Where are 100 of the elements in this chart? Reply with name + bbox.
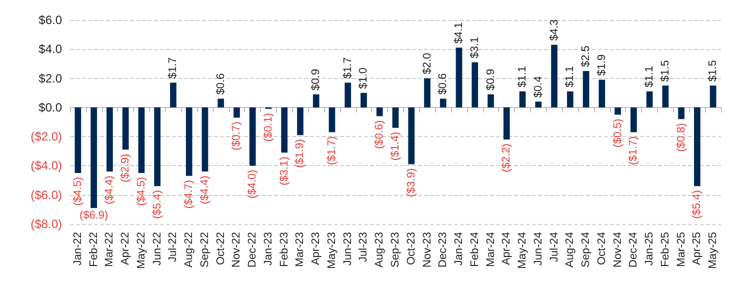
- bar: [488, 94, 494, 108]
- x-tick-label: Dec-23: [437, 232, 450, 268]
- bar: [566, 91, 574, 108]
- bar: [630, 107, 637, 132]
- y-tick-label: ($2.0): [30, 130, 62, 144]
- bar: [106, 107, 113, 172]
- bar: [234, 107, 240, 118]
- data-label: $3.1: [468, 36, 481, 58]
- bar: [328, 107, 336, 132]
- bar: [710, 86, 716, 108]
- x-tick-label: Sep-23: [390, 232, 402, 268]
- bar: [503, 107, 510, 140]
- data-label: $1.5: [707, 60, 720, 82]
- x-tick-label: Apr-23: [310, 232, 322, 266]
- bar: [202, 107, 208, 172]
- x-tick-label: Feb-23: [278, 232, 290, 267]
- x-tick-label: Mar-25: [675, 232, 688, 267]
- y-tick-label: $6.0: [38, 13, 62, 27]
- bar: [154, 107, 161, 186]
- data-label: ($0.6): [374, 120, 386, 149]
- bar: [614, 107, 621, 115]
- bar: [694, 107, 700, 186]
- bar: [424, 78, 430, 108]
- bar: [519, 91, 526, 108]
- bar: [122, 107, 129, 150]
- data-label: $1.7: [342, 57, 354, 79]
- bar: [249, 107, 256, 166]
- x-tick-label: Jan-24: [453, 232, 466, 266]
- bar: [344, 82, 352, 108]
- bar: [170, 82, 176, 108]
- y-tick-label: $4.0: [38, 42, 62, 56]
- data-label: $0.6: [437, 73, 450, 95]
- data-label: ($0.7): [230, 122, 243, 150]
- bar: [392, 107, 399, 128]
- data-label: $0.4: [532, 76, 544, 98]
- x-tick-label: Jul-22: [167, 232, 180, 262]
- data-label: ($0.1): [262, 112, 274, 142]
- data-label: $4.1: [453, 22, 466, 44]
- data-label: ($2.9): [120, 154, 132, 182]
- x-tick-label: Jun-22: [151, 232, 164, 266]
- data-label: ($4.5): [72, 177, 84, 206]
- x-tick-label: May-24: [516, 232, 529, 269]
- x-tick-label: Jun-23: [342, 232, 354, 266]
- bar: [440, 98, 446, 108]
- data-label: $0.9: [484, 68, 497, 90]
- bar: [218, 98, 224, 108]
- data-label: ($3.1): [278, 156, 290, 186]
- data-label: ($4.4): [198, 176, 211, 204]
- data-label: ($0.5): [612, 118, 624, 148]
- x-tick-label: Sep-24: [580, 232, 592, 268]
- bar: [582, 71, 590, 108]
- data-label: ($4.4): [104, 176, 116, 204]
- x-tick-label: Nov-23: [421, 232, 434, 268]
- bar: [376, 107, 383, 116]
- x-tick-label: Aug-24: [564, 232, 576, 268]
- y-tick-label: ($4.0): [30, 158, 62, 173]
- x-tick-label: Nov-24: [612, 232, 624, 268]
- x-tick-label: Aug-23: [374, 232, 386, 268]
- bar: [662, 86, 669, 108]
- data-label: ($1.7): [628, 136, 640, 165]
- y-tick-label: ($8.0): [30, 217, 62, 231]
- data-label: ($2.2): [500, 143, 513, 172]
- x-tick-label: Apr-22: [120, 232, 132, 266]
- bar: [138, 107, 145, 173]
- data-label: $2.5: [580, 46, 592, 67]
- data-label: $1.1: [644, 66, 656, 88]
- y-tick-label: ($6.0): [30, 188, 62, 202]
- x-tick-label: Jan-25: [644, 232, 656, 266]
- x-tick-label: Feb-24: [468, 232, 481, 267]
- bar: [646, 91, 653, 108]
- x-tick-label: Sep-22: [198, 232, 211, 268]
- x-tick-label: Jul-24: [548, 232, 560, 262]
- x-tick-label: Jan-23: [262, 232, 274, 266]
- data-label: $1.9: [596, 54, 608, 76]
- data-label: $1.5: [659, 60, 672, 82]
- bar: [456, 48, 462, 108]
- bar: [312, 94, 320, 108]
- data-label: ($1.4): [390, 132, 402, 161]
- x-tick-label: May-22: [135, 232, 148, 269]
- data-label: ($5.4): [691, 190, 704, 219]
- data-label: ($1.7): [326, 136, 338, 165]
- data-label: ($4.5): [135, 177, 148, 206]
- x-tick-label: Jun-24: [532, 232, 544, 266]
- x-tick-label: Apr-25: [691, 232, 704, 266]
- bar: [74, 107, 82, 173]
- bar: [408, 107, 415, 164]
- bar: [551, 44, 558, 108]
- x-tick-label: Jan-22: [72, 232, 84, 266]
- data-label: $1.1: [516, 66, 529, 88]
- x-tick-label: Nov-22: [230, 232, 243, 268]
- x-tick-label: Feb-22: [88, 232, 100, 267]
- x-tick-label: Mar-23: [294, 232, 306, 267]
- data-label: $1.7: [167, 57, 180, 79]
- data-label: ($1.9): [294, 139, 306, 168]
- bar: [535, 102, 542, 108]
- bar: [360, 92, 367, 108]
- x-tick-label: Apr-24: [500, 232, 513, 266]
- x-tick-label: Jul-23: [358, 232, 370, 262]
- data-label: ($3.9): [405, 168, 418, 198]
- x-tick-label: Oct-23: [405, 232, 418, 266]
